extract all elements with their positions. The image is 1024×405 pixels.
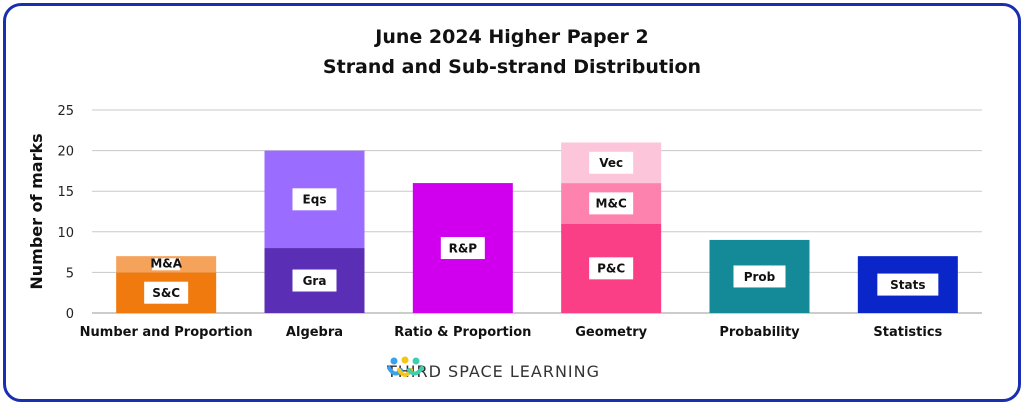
segment-label: P&C [597,262,625,276]
segment-label-box [589,151,634,174]
x-category-label: Number and Proportion [80,325,253,340]
segment-label-box [440,237,485,260]
x-category-label: Probability [719,325,800,340]
segment-label: Prob [744,270,776,284]
segment-label-box [292,269,337,292]
segment-label-box [589,192,634,215]
segment-label: S&C [152,286,180,300]
chart-title: June 2024 Higher Paper 2 [375,26,649,48]
segment-label: Vec [599,156,623,170]
brand-logo: THIRD SPACE LEARNING [387,356,600,386]
y-tick-label: 15 [57,185,74,200]
segment-label: Stats [890,278,925,292]
chart-subtitle: Strand and Sub-strand Distribution [322,56,702,78]
segment-label: M&A [150,257,182,271]
x-category-label: Geometry [575,325,647,340]
segment-label: R&P [449,241,478,255]
y-tick-label: 5 [66,266,74,281]
segment-label: Eqs [303,193,327,207]
third-space-learning-logo-icon [387,356,424,377]
y-tick-label: 20 [57,145,74,160]
x-category-label: Algebra [286,325,343,340]
y-tick-label: 25 [57,104,74,119]
y-axis-label: Number of marks [27,133,46,289]
y-tick-label: 10 [57,226,74,241]
segment-label-box [589,257,634,280]
segment-label-box [152,258,181,271]
segment-label: M&C [596,197,627,211]
x-category-label: Statistics [873,325,942,340]
segment-label-box [292,188,337,211]
segment-label-box [877,273,939,296]
y-tick-label: 0 [66,307,74,322]
x-category-label: Ratio & Proportion [394,325,531,340]
logo-text: THIRD SPACE LEARNING [387,361,600,381]
segment-label-box [144,281,189,304]
segment-label: Gra [303,274,327,288]
segment-label-box [733,265,786,288]
